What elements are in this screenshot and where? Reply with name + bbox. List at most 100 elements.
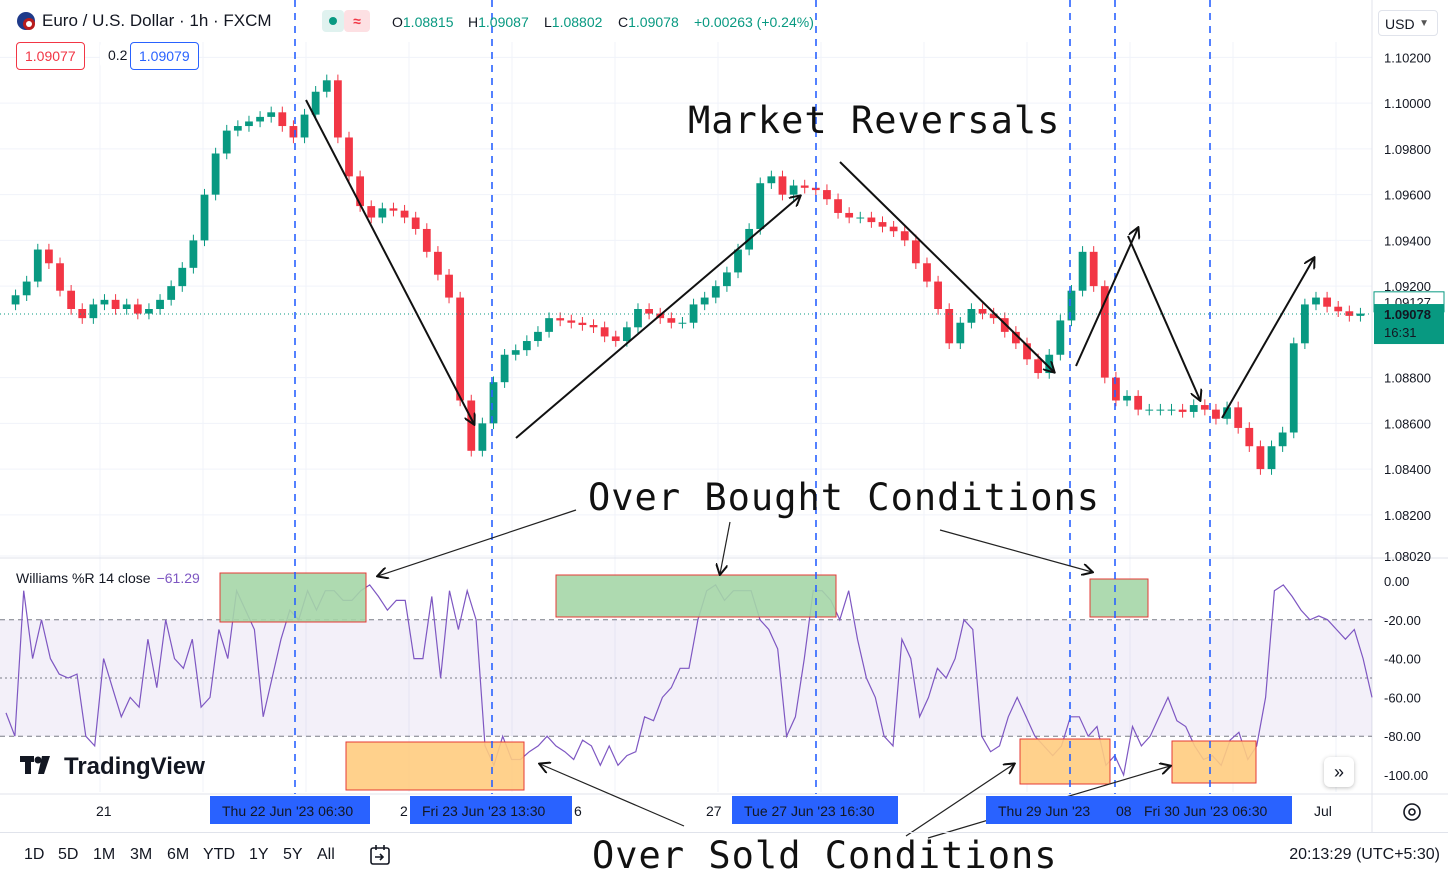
symbol-title[interactable]: Euro / U.S. Dollar · 1h · FXCM [42, 11, 272, 30]
price-axis[interactable]: 1.10200 1.10000 1.09800 1.09600 1.09400 1.092… [1373, 50, 1445, 564]
candle-body [967, 309, 976, 323]
date-range-icon[interactable] [368, 843, 392, 867]
trend-arrow [1221, 258, 1314, 419]
ohlc-close: C1.09078 [618, 14, 679, 30]
candle-body [122, 304, 131, 310]
candle-body [1156, 409, 1165, 411]
range-6m[interactable]: 6M [167, 846, 190, 863]
candle-body [600, 327, 609, 337]
time-tick: Jul [1314, 803, 1332, 819]
candle-body [1256, 446, 1265, 470]
range-ytd[interactable]: YTD [203, 846, 235, 863]
candle-body [934, 281, 942, 310]
currency-select[interactable]: USD ▼ [1378, 10, 1438, 36]
candle-body [300, 114, 309, 138]
crosshair-time-badge [210, 796, 370, 824]
range-all[interactable]: All [317, 846, 335, 863]
last-price-marker [1374, 304, 1444, 345]
indicator-legend[interactable]: Williams %R 14 close −61.29 [16, 570, 200, 586]
candle-body [78, 309, 87, 319]
crosshair-time-badge [1132, 796, 1292, 824]
price-tick: 1.09200 [1384, 279, 1431, 294]
candle-body [800, 185, 809, 188]
candle-body [67, 290, 76, 310]
logo-text: TradingView [64, 753, 205, 780]
candle-body [956, 322, 965, 344]
sell-price-button[interactable]: 1.09077 [16, 42, 85, 70]
candle-body [1245, 427, 1254, 447]
candle-body [100, 299, 109, 305]
time-axis[interactable]: 21 2 6 27 Jul Thu 22 Jun '23 06:30 Fri 23 Jun … [96, 796, 1332, 824]
candle-body [400, 210, 409, 218]
indicator-tick: -60.00 [1384, 690, 1421, 705]
candle-body [256, 116, 264, 122]
candle-body [622, 327, 631, 342]
wr-band [0, 619, 1372, 737]
candle-body [245, 121, 253, 127]
tradingview-logo[interactable]: TradingView [20, 753, 205, 781]
indicator-value: −61.29 [156, 570, 200, 586]
price-tick: 1.08200 [1384, 508, 1431, 523]
candle-body [989, 313, 998, 319]
overbought-box [555, 574, 837, 618]
range-1d[interactable]: 1D [24, 846, 45, 863]
candle-body [189, 240, 198, 268]
candle-body [911, 240, 920, 264]
price-tick: 1.08020 [1384, 549, 1431, 564]
candle-body [500, 354, 509, 383]
candle-body [1178, 409, 1187, 412]
buy-price-button[interactable]: 1.09079 [130, 42, 199, 70]
candle-body [700, 297, 709, 305]
candle-body [167, 286, 176, 300]
candle-body [1334, 306, 1343, 312]
over-sold-label: Over Sold Conditions [592, 834, 1058, 877]
candle-body [867, 217, 876, 223]
price-tick: 1.08600 [1384, 416, 1431, 431]
candle-body [89, 304, 98, 319]
candle-body [1289, 343, 1298, 433]
candle-body [689, 304, 698, 323]
candle-body [589, 325, 598, 328]
range-5d[interactable]: 5D [58, 846, 79, 863]
candle-body [978, 309, 987, 314]
eur-usd-flag-icon [17, 12, 35, 30]
candle-body [711, 286, 720, 298]
candle-body [878, 222, 887, 227]
candle-body [1123, 395, 1131, 401]
range-5y[interactable]: 5Y [283, 846, 303, 863]
range-1m[interactable]: 1M [93, 846, 116, 863]
trend-arrow [1127, 235, 1200, 400]
time-tick: 2 [400, 803, 408, 819]
indicator-tick: -20.00 [1384, 613, 1421, 628]
scroll-to-realtime-button[interactable]: » [1324, 757, 1354, 787]
candle-body [478, 423, 487, 451]
clock[interactable]: 20:13:29 (UTC+5:30) [1289, 846, 1440, 863]
candle-body [789, 185, 798, 195]
callout-arrow [939, 529, 1092, 572]
candle-body [734, 249, 742, 273]
chart-header: Euro / U.S. Dollar · 1h · FXCM ≈ O1.0881… [0, 0, 1372, 42]
overbought-box [1089, 578, 1149, 618]
candle-body [111, 299, 120, 310]
candle-body [22, 281, 31, 296]
range-3m[interactable]: 3M [130, 846, 153, 863]
crosshair-time-badge [732, 796, 898, 824]
indicator-tick: -40.00 [1384, 652, 1421, 667]
trend-arrow [1075, 228, 1138, 367]
candle-body [1300, 304, 1309, 344]
candle-body [289, 126, 298, 138]
ohlc-change: +0.00263 (+0.24%) [694, 14, 814, 30]
market-open-icon[interactable] [322, 10, 344, 32]
gear-icon[interactable] [1400, 800, 1424, 824]
wave-icon[interactable]: ≈ [344, 10, 370, 32]
candle-body [200, 194, 209, 241]
candle-body [267, 112, 276, 117]
range-1y[interactable]: 1Y [249, 846, 269, 863]
ohlc-open: O1.08815 [392, 14, 454, 30]
candle-body [578, 322, 587, 326]
crosshair-time-label: Tue 27 Jun '23 16:30 [744, 803, 875, 819]
candle-body [156, 299, 164, 310]
oversold-box [1171, 740, 1257, 784]
candle-body [1100, 286, 1109, 378]
